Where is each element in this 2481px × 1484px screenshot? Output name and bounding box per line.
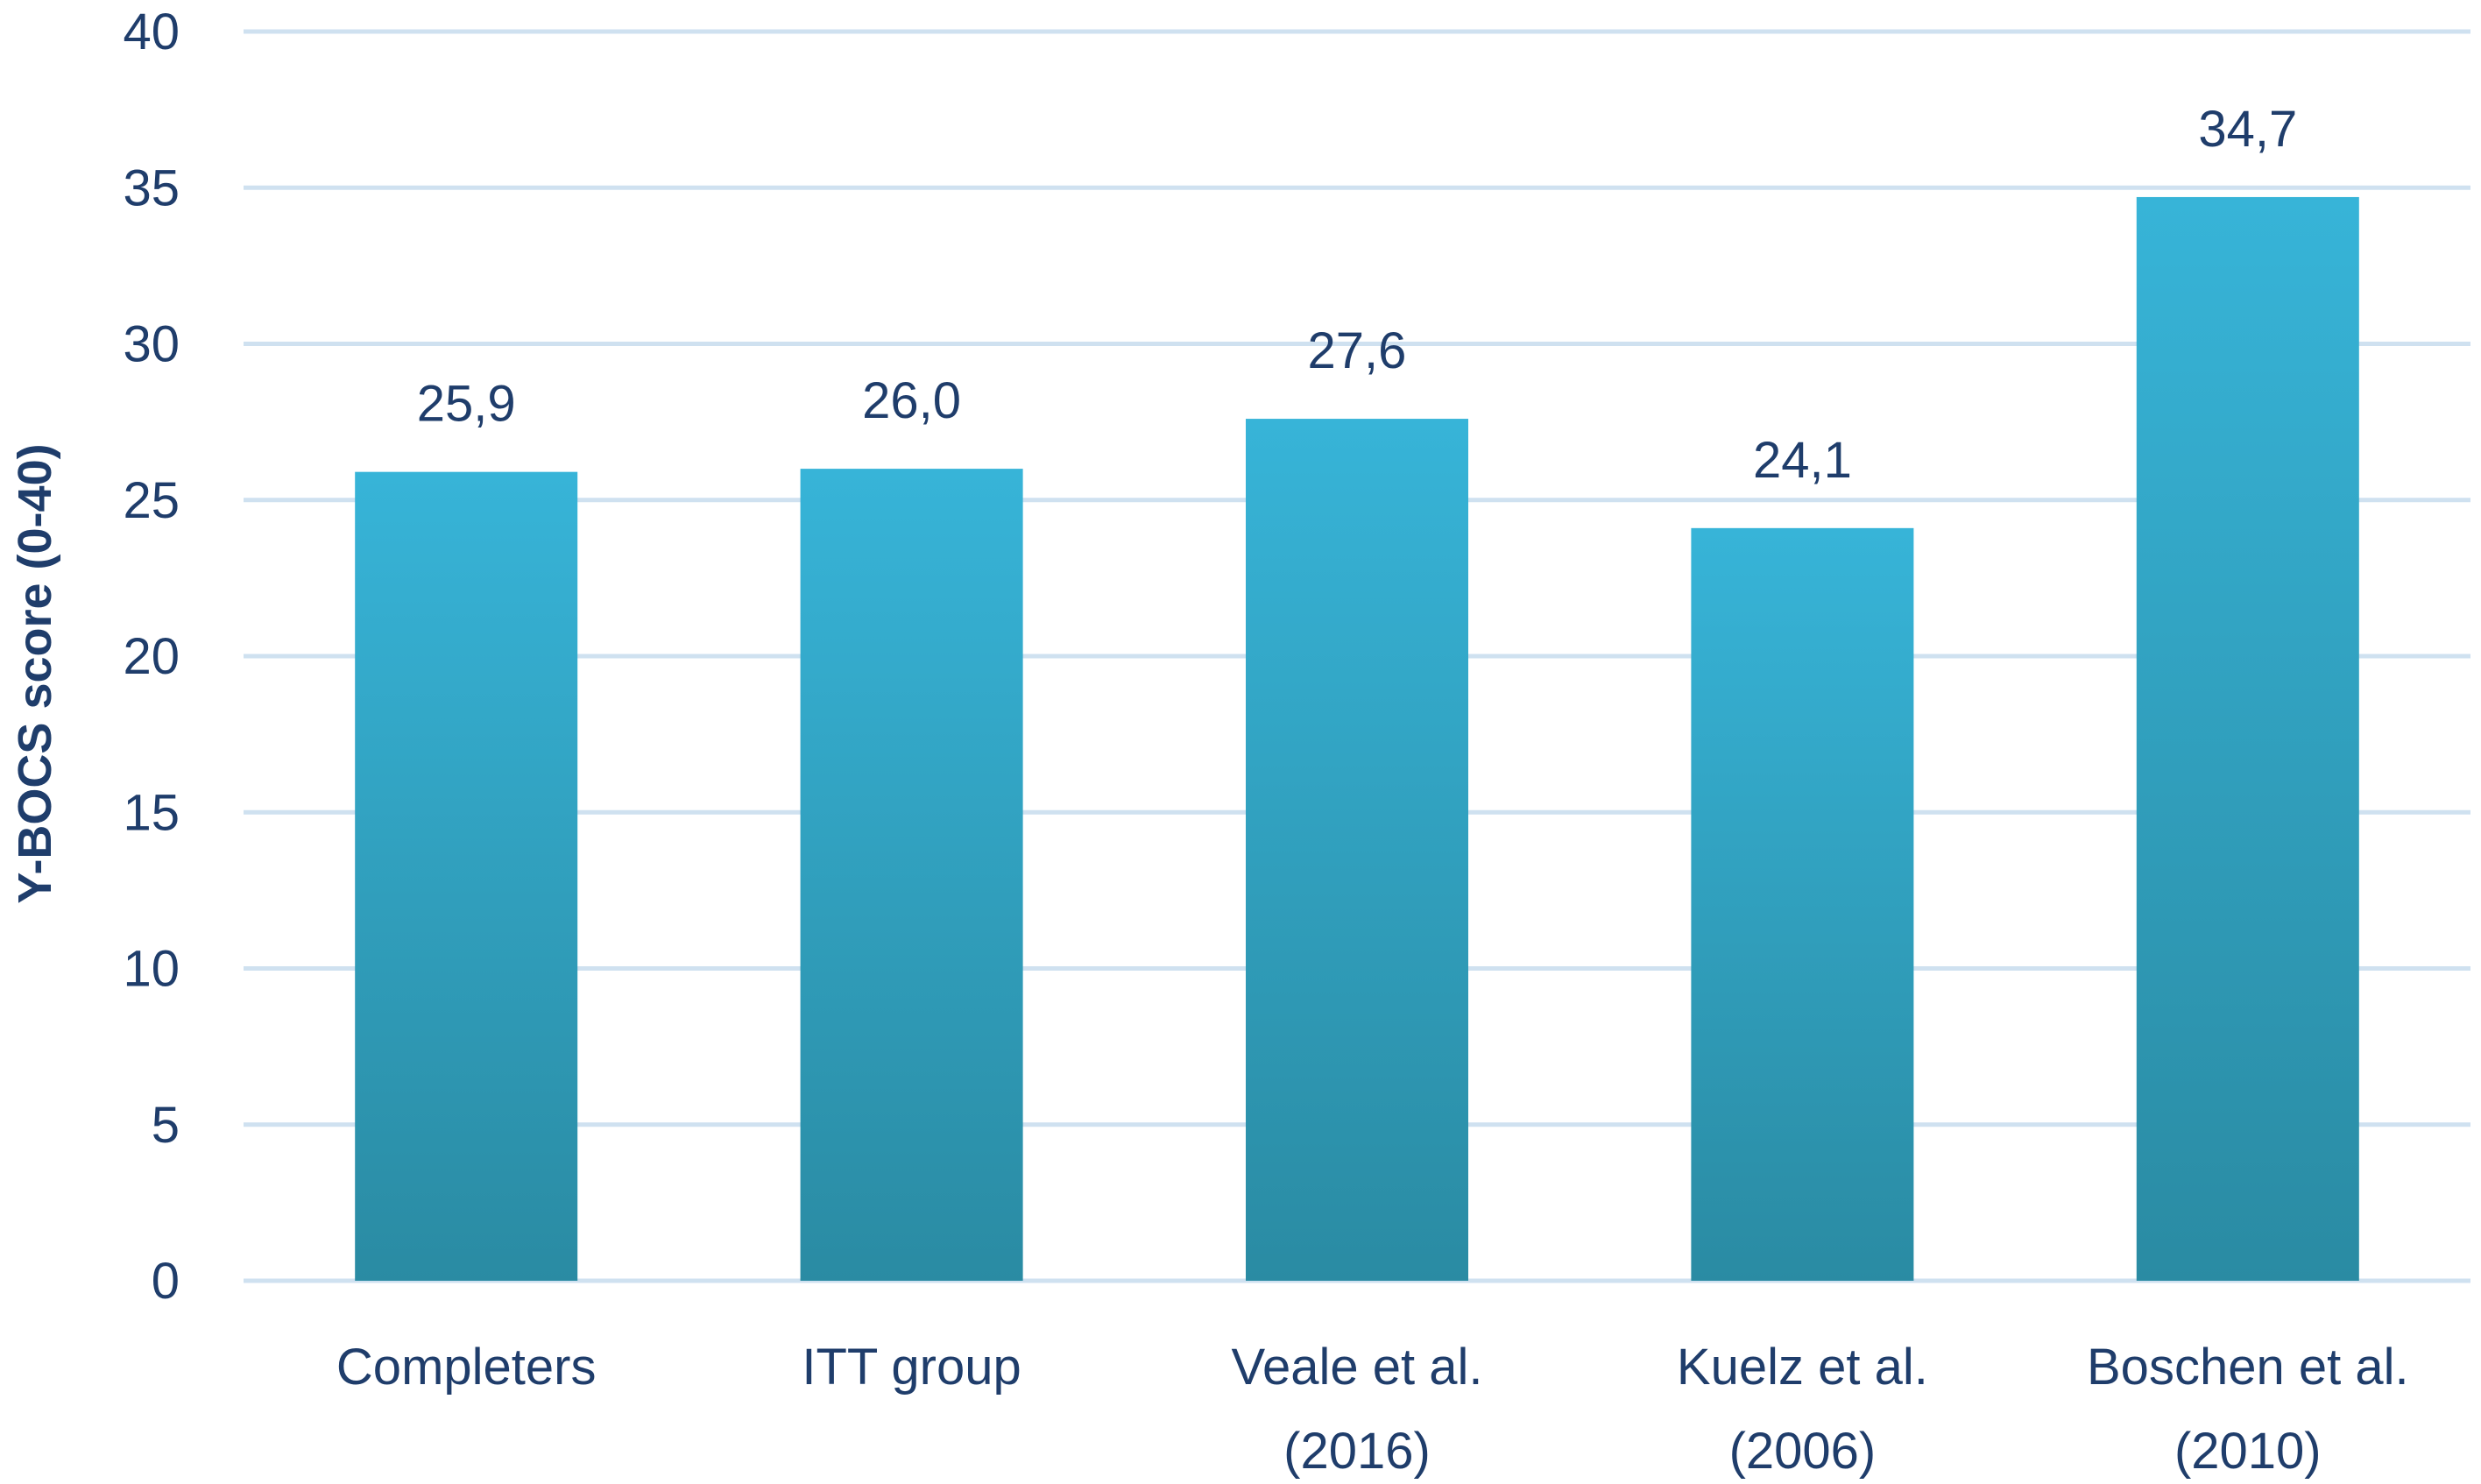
data-label-1: 26,0 [862,372,961,429]
y-tick-label: 5 [152,1097,180,1154]
bars [355,196,2359,1281]
x-category-line: Kuelz et al. [1677,1339,1928,1396]
data-label-3: 24,1 [1753,432,1852,489]
y-tick-label: 15 [123,784,180,841]
x-category-label-1: ITT group [802,1339,1021,1396]
data-label-2: 27,6 [1308,322,1407,379]
y-axis-title: Y-BOCS score (0-40) [9,443,61,903]
y-tick-label: 10 [123,941,180,998]
y-tick-label: 30 [123,316,180,373]
bar-1 [800,469,1023,1281]
y-tick-label: 40 [123,4,180,60]
x-category-line: (2016) [1283,1423,1431,1480]
bar-3 [1691,527,1914,1281]
y-axis-ticks: 0 5 10 15 20 25 30 35 40 [123,4,180,1310]
bar-2 [1246,419,1468,1281]
x-category-label-4: Boschen et al. (2010) [2087,1339,2409,1480]
x-axis-categories: Completers ITT group Veale et al. (2016) Kue… [336,1339,2409,1480]
x-category-line: Completers [336,1339,597,1396]
data-label-4: 34,7 [2198,101,2297,158]
y-tick-label: 25 [123,472,180,529]
bar-0 [355,471,578,1281]
y-tick-label: 20 [123,628,180,685]
y-tick-label: 0 [152,1253,180,1310]
x-category-line: Veale et al. [1232,1339,1483,1396]
data-labels: 25,9 26,0 27,6 24,1 34,7 [417,101,2297,489]
y-tick-label: 35 [123,159,180,216]
x-category-line: (2006) [1729,1423,1877,1480]
data-label-0: 25,9 [417,376,516,433]
x-category-line: (2010) [2174,1423,2322,1480]
x-category-label-2: Veale et al. (2016) [1232,1339,1483,1480]
bar-4 [2136,196,2359,1281]
x-category-line: Boschen et al. [2087,1339,2409,1396]
x-category-label-3: Kuelz et al. (2006) [1677,1339,1928,1480]
x-category-label-0: Completers [336,1339,597,1396]
x-category-line: ITT group [802,1339,1021,1396]
